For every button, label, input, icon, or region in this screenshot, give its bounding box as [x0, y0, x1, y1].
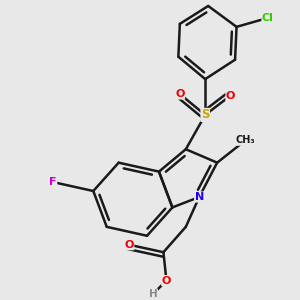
Text: CH₃: CH₃: [236, 135, 255, 145]
Text: O: O: [124, 240, 134, 250]
Text: H: H: [148, 289, 158, 299]
Text: O: O: [175, 89, 184, 99]
Text: O: O: [162, 276, 171, 286]
Text: F: F: [49, 177, 57, 187]
Text: O: O: [226, 91, 235, 100]
Text: N: N: [195, 192, 204, 202]
Text: S: S: [201, 108, 209, 122]
Text: Cl: Cl: [262, 13, 274, 23]
